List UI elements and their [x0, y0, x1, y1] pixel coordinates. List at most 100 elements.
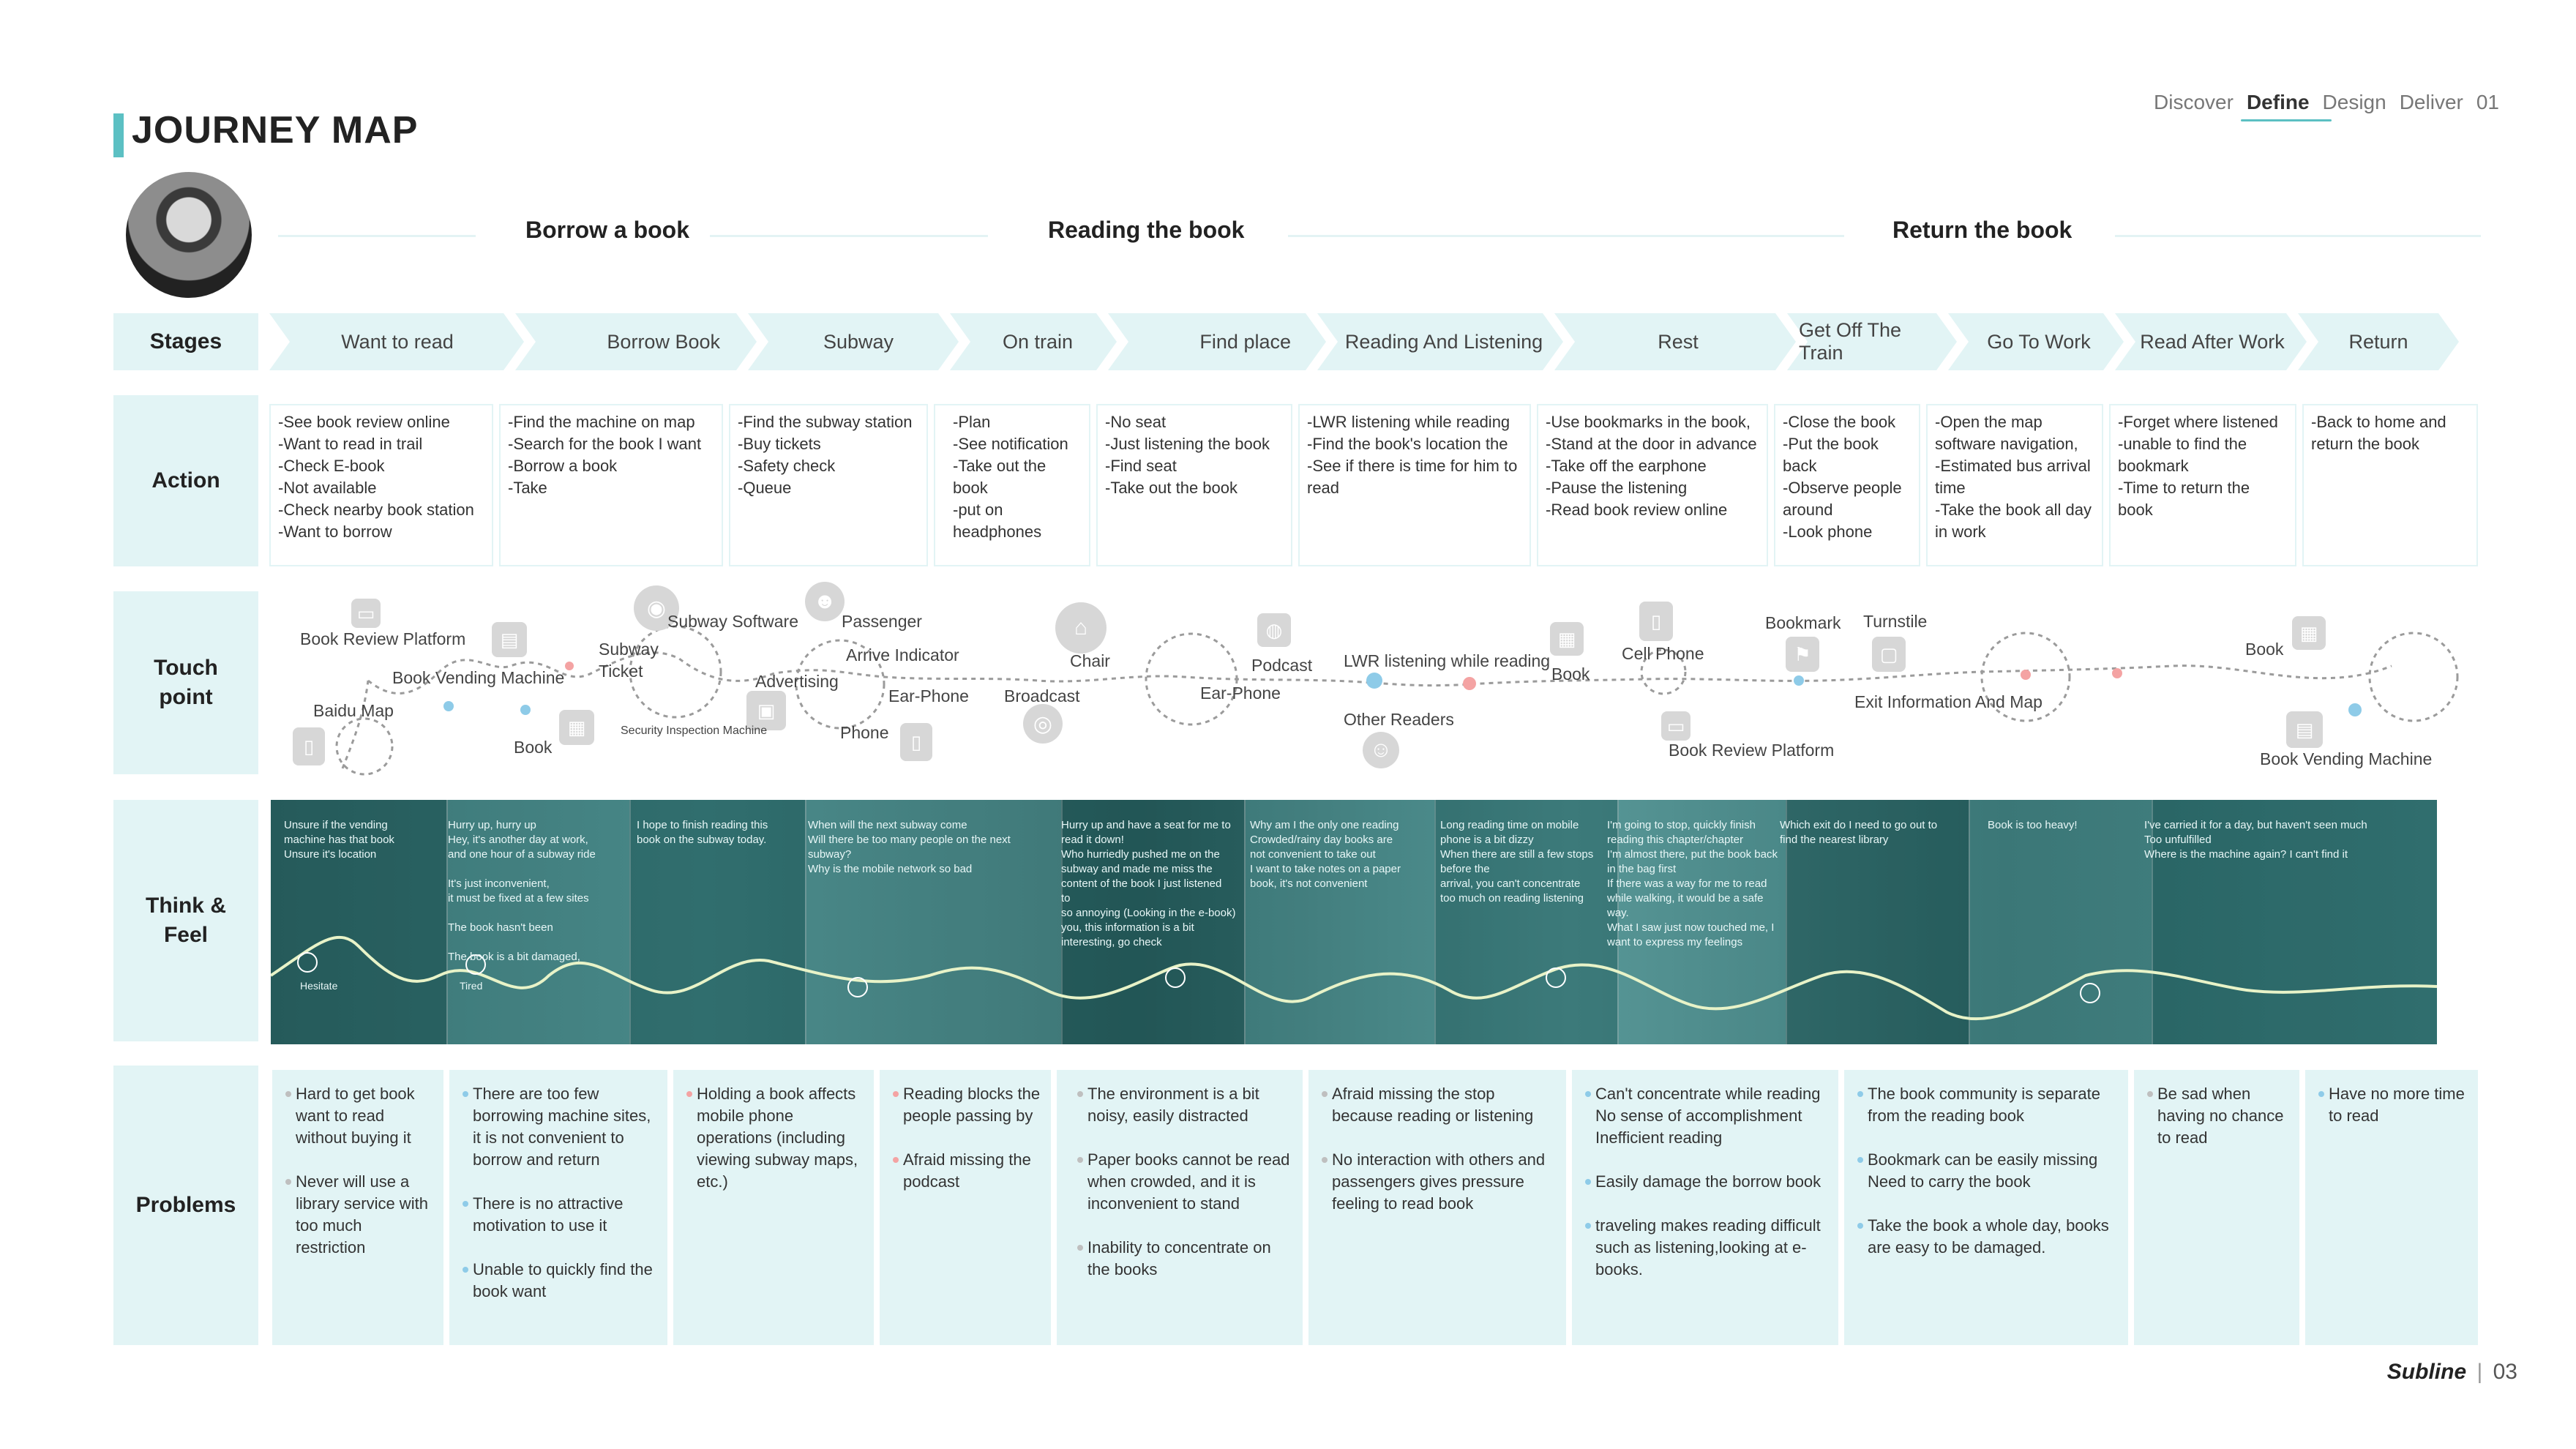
passenger-icon: ☻	[805, 582, 845, 621]
problem-item: Take the book a whole day, books are eas…	[1857, 1215, 2118, 1259]
problem-box: Can't concentrate while reading No sense…	[1572, 1070, 1838, 1345]
photo-panel	[1786, 800, 1970, 1044]
stage-chevron	[1554, 313, 1796, 370]
action-box: -No seat -Just listening the book -Find …	[1096, 404, 1292, 566]
photo-panel	[446, 800, 631, 1044]
stage-chevron	[1317, 313, 1563, 370]
problem-item: Easily damage the borrow book	[1585, 1171, 1828, 1193]
loop-circle	[1980, 632, 2071, 722]
stage-label: Borrow Book	[607, 330, 720, 353]
thought-text: I've carried it for a day, but haven't s…	[2144, 819, 2367, 861]
row-label-think: Think & Feel	[113, 800, 258, 1041]
stage-label: Reading And Listening	[1344, 330, 1543, 353]
stage-chevron	[748, 313, 959, 370]
action-box: -Open the map software navigation, -Esti…	[1926, 404, 2103, 566]
problem-item: Be sad when having no chance to read	[2147, 1083, 2289, 1149]
touchpoint-label: Book Review Platform	[1669, 741, 1835, 760]
action-box: -LWR listening while reading -Find the b…	[1298, 404, 1531, 566]
thought-text: Hurry up, hurry up Hey, it's another day…	[448, 819, 596, 963]
nav-design[interactable]: Design	[2322, 91, 2386, 113]
chair-icon: ⌂	[1055, 602, 1107, 654]
touchpoint-dot	[520, 705, 531, 715]
stage-chevron	[515, 313, 757, 370]
action-box: -Close the book -Put the book back -Obse…	[1774, 404, 1920, 566]
stage-label: Find place	[1199, 330, 1291, 353]
problem-item: The book community is separate from the …	[1857, 1083, 2118, 1127]
monitor-icon: ▭	[351, 599, 381, 628]
stage-label: Read After Work	[2140, 330, 2285, 353]
problem-box: Have no more time to read	[2305, 1070, 2478, 1345]
touchpoint-label: Subway Ticket	[599, 640, 659, 681]
feel-label: Tired	[460, 980, 483, 992]
other-readers-icon: ☺	[1363, 732, 1399, 768]
footer-page: 03	[2493, 1360, 2517, 1384]
book-icon: ▦	[1550, 622, 1584, 656]
stage-chevron	[269, 313, 524, 370]
loop-circle	[1145, 632, 1238, 726]
photo-panel	[805, 800, 1063, 1044]
phase-divider	[1288, 235, 1844, 237]
nav-define[interactable]: Define	[2240, 91, 2331, 121]
touchpoint-label: Book Vending Machine	[392, 668, 565, 687]
touchpoint-dashed-line	[341, 651, 2392, 769]
top-nav: Discover Define Design Deliver 01	[2154, 91, 2499, 121]
phase-divider	[278, 235, 476, 237]
problem-item: No interaction with others and passenger…	[1322, 1149, 1556, 1215]
touchpoint-label: Book	[1551, 664, 1590, 684]
phase-divider	[710, 235, 988, 237]
stage-chevron	[1787, 313, 1957, 370]
loop-circle	[1640, 648, 1687, 695]
problem-item: The environment is a bit noisy, easily d…	[1077, 1083, 1292, 1127]
action-box: -Forget where listened -unable to find t…	[2109, 404, 2296, 566]
thought-text: Long reading time on mobile phone is a b…	[1440, 819, 1594, 905]
touchpoint-label: Book	[2245, 640, 2284, 659]
stage-label: Get Off The Train	[1799, 319, 1902, 364]
touchpoint-label: Podcast	[1251, 656, 1313, 675]
touchpoint-label: Bookmark	[1765, 613, 1841, 632]
touchpoint-label: Broadcast	[1004, 686, 1080, 705]
footer-brand: Subline	[2386, 1360, 2467, 1384]
action-box: -See book review online -Want to read in…	[269, 404, 493, 566]
problem-item: Have no more time to read	[2318, 1083, 2468, 1127]
face-icon	[1165, 967, 1186, 988]
face-icon	[465, 954, 486, 975]
nav-page-number: 01	[2476, 91, 2499, 113]
touchpoint-label: Book	[514, 738, 553, 757]
touchpoint-dot	[1463, 677, 1476, 690]
monitor-icon: ▭	[1661, 711, 1690, 741]
problem-item: Can't concentrate while reading No sense…	[1585, 1083, 1828, 1149]
nav-deliver[interactable]: Deliver	[2399, 91, 2463, 113]
problem-box: Afraid missing the stop because reading …	[1308, 1070, 1566, 1345]
problem-item: Afraid missing the stop because reading …	[1322, 1083, 1556, 1127]
phase-divider	[2115, 235, 2481, 237]
touchpoint-label: Security Inspection Machine	[621, 724, 768, 737]
problem-item: Reading blocks the people passing by	[893, 1083, 1041, 1127]
feel-label: Hesitate	[300, 980, 338, 992]
touchpoint-label: Phone	[840, 723, 889, 742]
nav-discover[interactable]: Discover	[2154, 91, 2234, 113]
stage-label: Go To Work	[1987, 330, 2091, 353]
photo-panel	[1244, 800, 1436, 1044]
touchpoint-dot	[2021, 670, 2031, 680]
touchpoint-label: Exit Information And Map	[1854, 692, 2043, 711]
thought-text: Unsure if the vending machine has that b…	[284, 819, 394, 861]
action-box: -Back to home and return the book	[2302, 404, 2478, 566]
problem-item: There are too few borrowing machine site…	[463, 1083, 657, 1171]
loop-circle	[2368, 632, 2459, 722]
touchpoint-dot	[443, 701, 454, 711]
broadcast-icon: ◎	[1023, 704, 1063, 744]
loop-circle	[335, 717, 394, 776]
phase-borrow: Borrow a book	[525, 217, 690, 243]
turnstile-icon: ▢	[1872, 637, 1906, 672]
action-box: -Find the machine on map -Search for the…	[499, 404, 723, 566]
stage-chevron	[1948, 313, 2124, 370]
touchpoint-label: Ear-Phone	[888, 686, 969, 705]
emotion-curve	[271, 935, 2437, 1021]
thought-text: I hope to finish reading this book on th…	[637, 819, 768, 846]
stage-chevron	[2298, 313, 2459, 370]
problem-box: Hard to get book want to read without bu…	[272, 1070, 443, 1345]
touchpoint-path	[335, 625, 2459, 776]
cell-phone-icon: ▯	[1639, 602, 1673, 641]
face-icon	[297, 952, 318, 973]
emotion-line	[271, 935, 2437, 1021]
